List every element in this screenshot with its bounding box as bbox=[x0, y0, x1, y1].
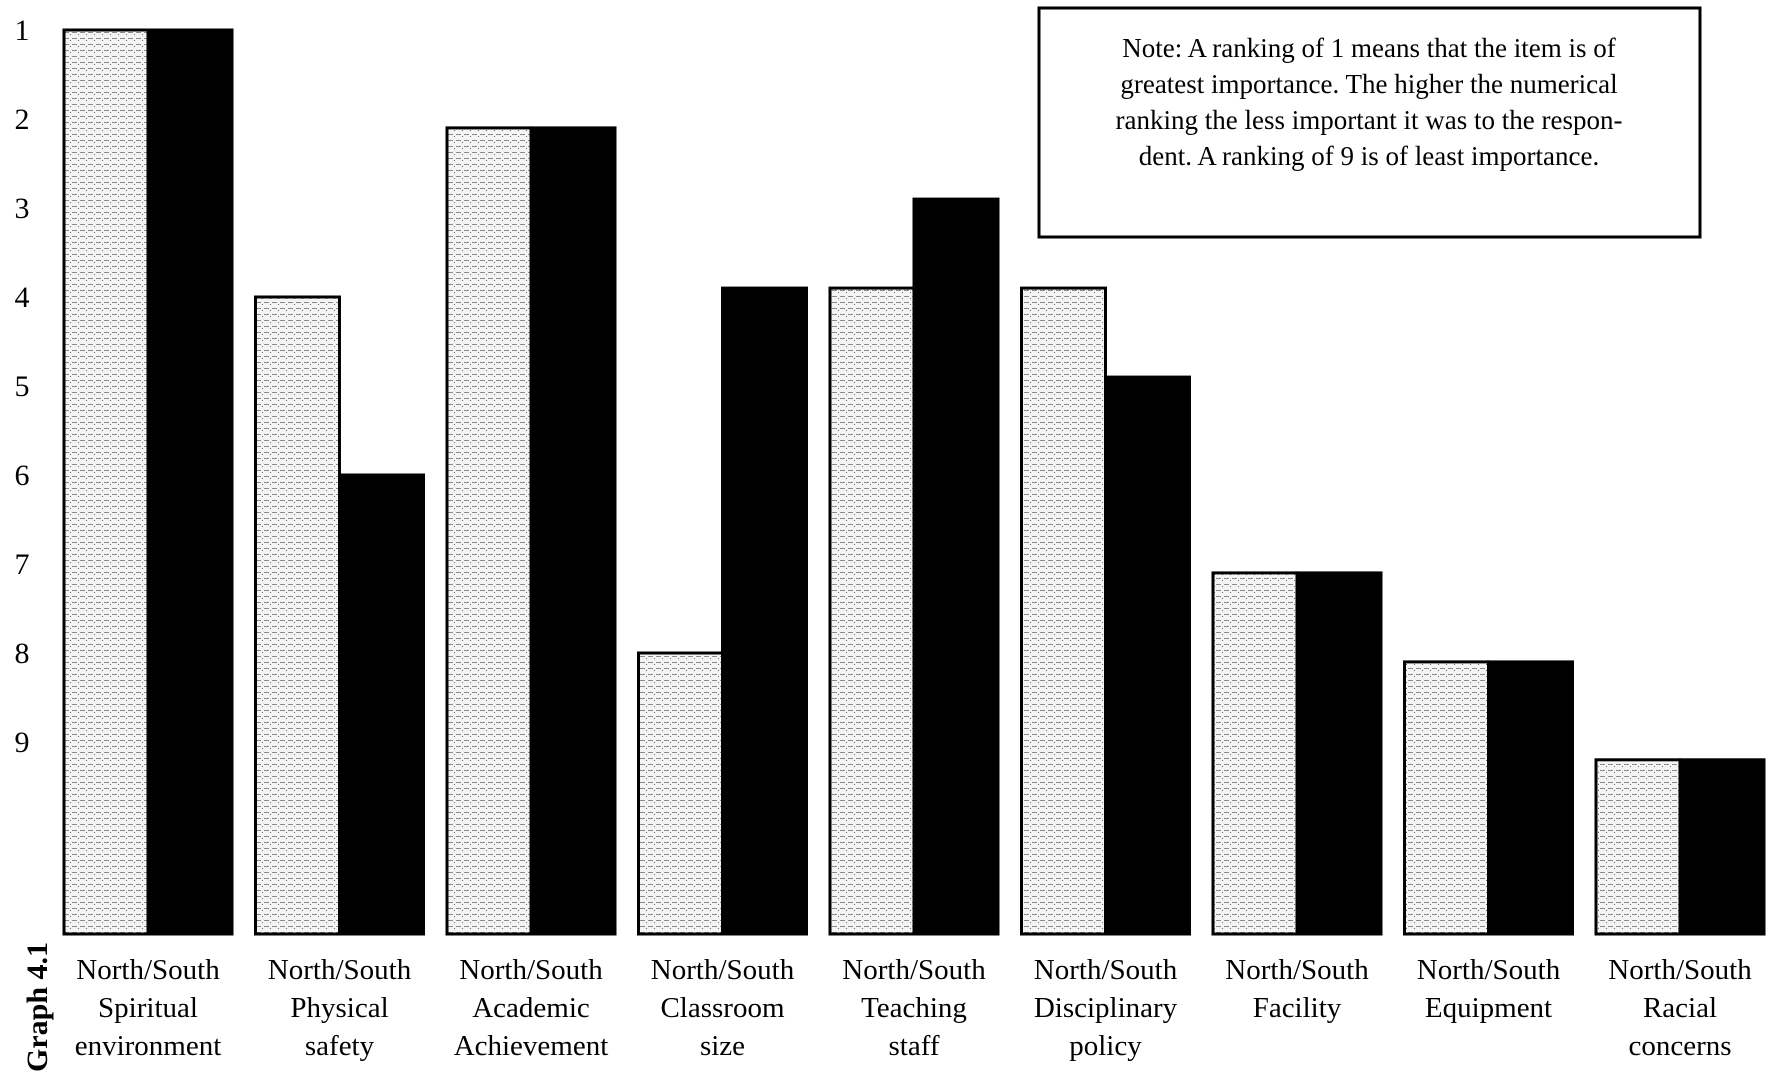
category-label: Physical bbox=[290, 992, 388, 1024]
note-line: greatest importance. The higher the nume… bbox=[1120, 69, 1617, 99]
bar-north bbox=[254, 295, 341, 936]
bars bbox=[62, 28, 1766, 936]
category-label: concerns bbox=[1628, 1030, 1731, 1062]
category-label: Equipment bbox=[1425, 992, 1552, 1024]
category-label: safety bbox=[305, 1030, 375, 1062]
y-tick-label: 4 bbox=[15, 281, 30, 314]
category-label: North/South bbox=[268, 954, 412, 986]
y-tick-label: 7 bbox=[15, 548, 30, 581]
bar-south bbox=[338, 473, 425, 936]
category-label: North/South bbox=[1034, 954, 1178, 986]
bar-south bbox=[146, 28, 234, 936]
y-tick-label: 8 bbox=[15, 637, 30, 670]
category-label: North/South bbox=[1608, 954, 1752, 986]
category-label: Academic bbox=[472, 992, 590, 1024]
y-tick-label: 6 bbox=[15, 459, 30, 492]
note-box: Note: A ranking of 1 means that the item… bbox=[1037, 6, 1702, 239]
y-tick-label: 5 bbox=[15, 370, 30, 403]
bar-south bbox=[1104, 375, 1191, 936]
category-label: policy bbox=[1069, 1030, 1142, 1062]
bar-north bbox=[1020, 286, 1107, 936]
category-label: environment bbox=[75, 1030, 222, 1062]
bar-north bbox=[1594, 758, 1682, 936]
category-label: Racial bbox=[1643, 992, 1717, 1024]
bar-north bbox=[445, 126, 533, 936]
category-label: North/South bbox=[1225, 954, 1369, 986]
category-label: Facility bbox=[1253, 992, 1342, 1024]
bar-north bbox=[1403, 660, 1490, 936]
category-label: North/South bbox=[1417, 954, 1561, 986]
note-line: ranking the less important it was to the… bbox=[1116, 105, 1623, 135]
graph-label: Graph 4.1 bbox=[21, 942, 54, 1072]
y-tick-label: 1 bbox=[15, 14, 30, 47]
bar-south bbox=[1295, 571, 1383, 936]
bar-north bbox=[1211, 571, 1299, 936]
bar-south bbox=[1487, 660, 1574, 936]
y-tick-label: 2 bbox=[15, 103, 30, 136]
note-line: dent. A ranking of 9 is of least importa… bbox=[1139, 141, 1599, 171]
bar-south bbox=[721, 286, 808, 936]
category-label: Teaching bbox=[861, 992, 967, 1024]
category-label: Classroom bbox=[660, 992, 785, 1024]
category-label: staff bbox=[888, 1030, 939, 1062]
category-label: North/South bbox=[842, 954, 986, 986]
y-tick-label: 9 bbox=[15, 726, 30, 759]
y-axis: 1 2 3 4 5 6 7 8 9 bbox=[15, 14, 30, 759]
category-label: Disciplinary bbox=[1034, 992, 1178, 1024]
category-label: Spiritual bbox=[98, 992, 198, 1024]
bar-north bbox=[62, 28, 150, 936]
bar-north bbox=[828, 286, 916, 936]
y-tick-label: 3 bbox=[15, 192, 30, 225]
bar-north bbox=[637, 651, 724, 936]
category-label: Achievement bbox=[454, 1030, 609, 1062]
bar-south bbox=[912, 197, 1000, 936]
category-label: North/South bbox=[651, 954, 795, 986]
note-line: Note: A ranking of 1 means that the item… bbox=[1122, 33, 1615, 63]
category-labels: North/South Spiritual environment North/Sou… bbox=[75, 954, 1752, 1062]
bar-south bbox=[1678, 758, 1766, 936]
category-label: North/South bbox=[76, 954, 220, 986]
category-label: North/South bbox=[459, 954, 603, 986]
note-border bbox=[1037, 6, 1702, 239]
bar-south bbox=[529, 126, 617, 936]
category-label: size bbox=[700, 1030, 745, 1062]
